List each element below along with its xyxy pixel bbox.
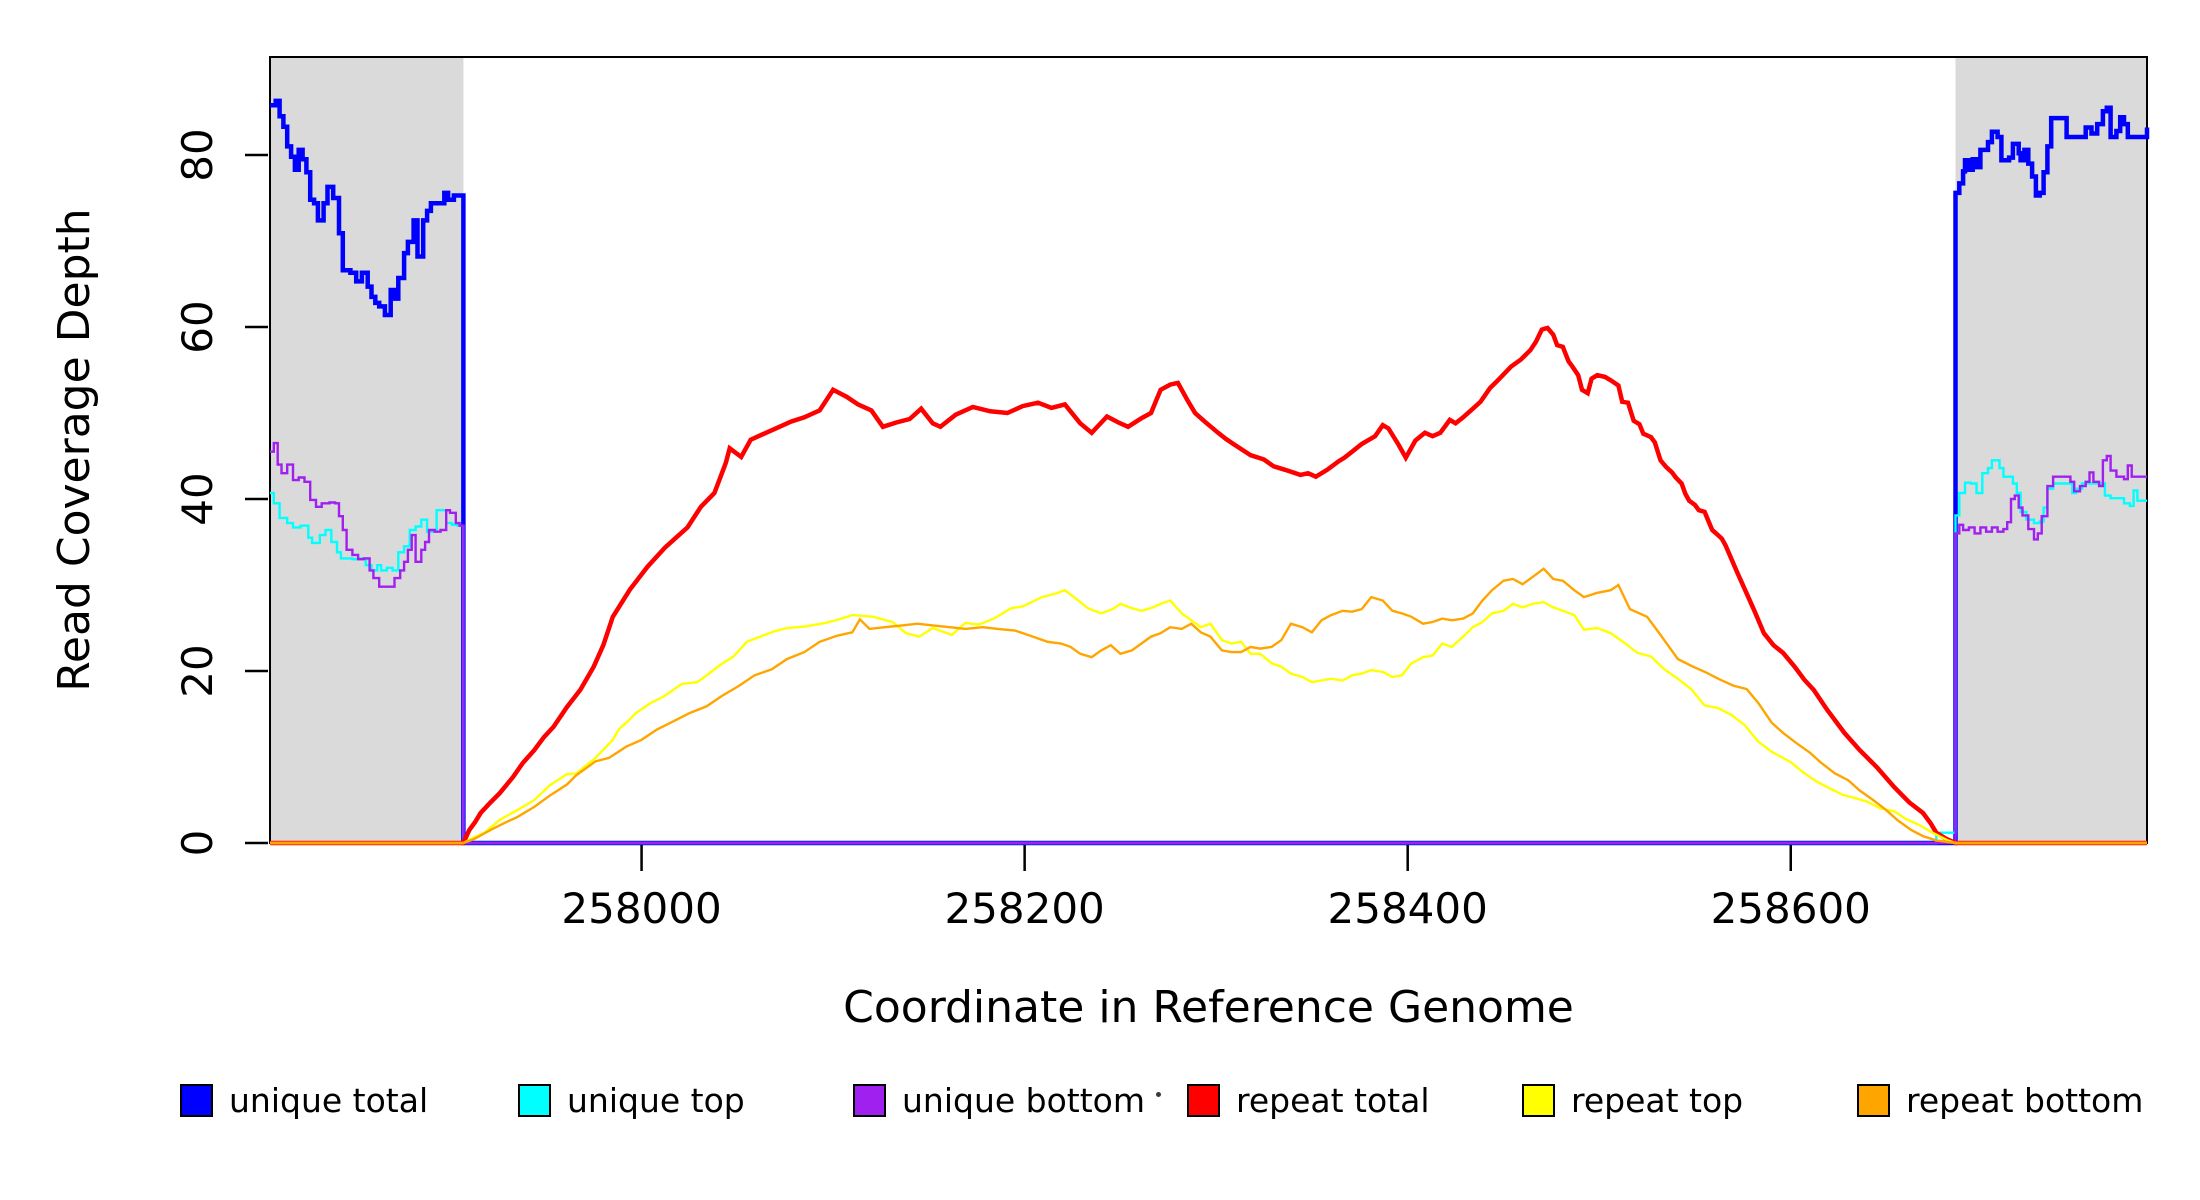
legend: unique total unique top unique bottom re… (0, 1080, 2200, 1140)
y-tick-label: 20 (173, 644, 222, 697)
unique-region-left (270, 57, 464, 843)
legend-swatch-icon (180, 1083, 213, 1117)
x-tick-label: 258200 (944, 884, 1104, 933)
unique-region-right (1955, 57, 2147, 843)
y-tick-label: 40 (173, 472, 222, 525)
series-repeat-top (270, 588, 2147, 845)
series-unique-top (270, 459, 2147, 845)
stray-dot (1156, 1092, 1161, 1097)
legend-swatch-icon (518, 1083, 551, 1117)
y-tick-label: 80 (173, 128, 222, 181)
series-repeat-total (270, 325, 2147, 846)
legend-swatch-icon (853, 1083, 886, 1117)
x-tick-label: 258400 (1328, 884, 1488, 933)
legend-item: unique total (180, 1080, 428, 1120)
legend-label: unique bottom (902, 1080, 1146, 1120)
legend-item: unique top (518, 1080, 745, 1120)
y-tick-label: 0 (173, 830, 222, 857)
legend-item: repeat bottom (1857, 1080, 2143, 1120)
legend-label: repeat total (1236, 1080, 1430, 1120)
x-axis-title: Coordinate in Reference Genome (843, 982, 1574, 1033)
legend-swatch-icon (1187, 1083, 1220, 1117)
y-tick-label: 60 (173, 300, 222, 353)
legend-label: unique top (567, 1080, 745, 1120)
plot-box (269, 56, 2148, 844)
legend-swatch-icon (1857, 1083, 1890, 1117)
legend-item: unique bottom (853, 1080, 1145, 1120)
series-unique-bottom (270, 441, 2147, 845)
legend-item: repeat total (1187, 1080, 1430, 1120)
legend-label: repeat top (1571, 1080, 1744, 1120)
legend-label: repeat bottom (1906, 1080, 2144, 1120)
legend-label: unique total (229, 1080, 429, 1120)
series-unique-total (270, 98, 2150, 846)
x-tick-label: 258600 (1711, 884, 1871, 933)
legend-item: repeat top (1522, 1080, 1743, 1120)
legend-swatch-icon (1522, 1083, 1555, 1117)
x-tick-label: 258000 (561, 884, 721, 933)
series-repeat-bottom (270, 567, 2147, 845)
y-axis-title: Read Coverage Depth (49, 208, 100, 692)
